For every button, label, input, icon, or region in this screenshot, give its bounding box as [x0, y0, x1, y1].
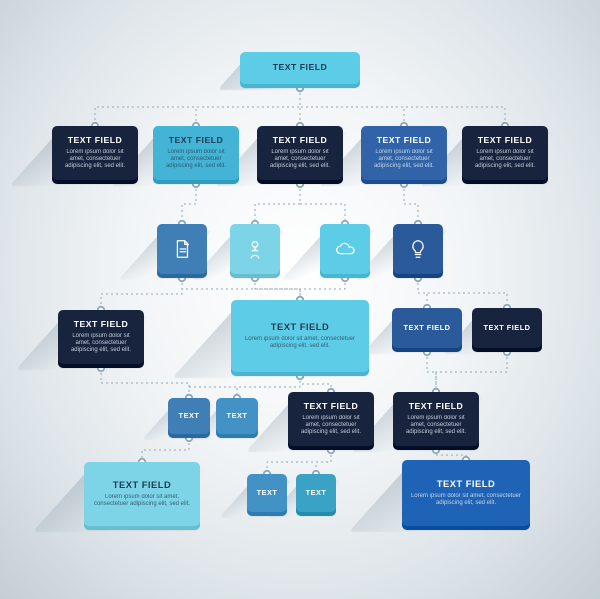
flow-node-icon: [157, 224, 207, 274]
bulb-icon: [399, 228, 437, 270]
node-body: Lorem ipsum dolor sit amet, consectetuer…: [367, 149, 441, 170]
flow-node-icon: [320, 224, 370, 274]
node-title: TEXT FIELD: [404, 324, 451, 332]
node-title: TEXT FIELD: [68, 136, 123, 146]
flow-node: TEXT FIELD Lorem ipsum dolor sit amet, co…: [58, 310, 144, 364]
flow-node: TEXT FIELD: [392, 308, 462, 348]
flow-node: TEXT FIELD Lorem ipsum dolor sit amet, co…: [402, 460, 530, 526]
flow-node: TEXT FIELD: [240, 52, 360, 84]
person-icon: [236, 228, 274, 270]
node-body: Lorem ipsum dolor sit amet, consectetuer…: [90, 494, 194, 508]
node-title: TEXT FIELD: [169, 136, 224, 146]
flow-node-icon: [230, 224, 280, 274]
flow-node: TEXT FIELD Lorem ipsum dolor sit amet, co…: [84, 462, 200, 526]
flow-node: TEXT FIELD Lorem ipsum dolor sit amet, co…: [462, 126, 548, 180]
flow-node: TEXT: [216, 398, 258, 434]
cloud-icon: [326, 228, 364, 270]
node-title: TEXT FIELD: [484, 324, 531, 332]
node-title: TEXT FIELD: [304, 402, 359, 412]
flow-node: TEXT: [168, 398, 210, 434]
flowchart-stage: { "type": "flowchart", "canvas": { "w": …: [0, 0, 600, 599]
node-body: Lorem ipsum dolor sit amet, consectetuer…: [64, 333, 138, 354]
node-title: TEXT: [227, 412, 248, 420]
node-title: TEXT FIELD: [74, 320, 129, 330]
flow-node-icon: [393, 224, 443, 274]
node-body: Lorem ipsum dolor sit amet, consectetuer…: [408, 493, 524, 507]
node-title: TEXT: [306, 489, 327, 497]
node-title: TEXT: [179, 412, 200, 420]
node-title: TEXT FIELD: [273, 63, 328, 73]
flow-node: TEXT FIELD Lorem ipsum dolor sit amet, co…: [52, 126, 138, 180]
node-body: Lorem ipsum dolor sit amet, consectetuer…: [237, 336, 363, 350]
node-body: Lorem ipsum dolor sit amet, consectetuer…: [399, 415, 473, 436]
flow-node: TEXT FIELD Lorem ipsum dolor sit amet, co…: [231, 300, 369, 372]
node-body: Lorem ipsum dolor sit amet, consectetuer…: [294, 415, 368, 436]
node-title: TEXT FIELD: [273, 136, 328, 146]
node-title: TEXT FIELD: [409, 402, 464, 412]
node-title: TEXT FIELD: [437, 479, 495, 489]
flow-node: TEXT FIELD Lorem ipsum dolor sit amet, co…: [288, 392, 374, 446]
flow-node: TEXT FIELD Lorem ipsum dolor sit amet, co…: [257, 126, 343, 180]
flow-node: TEXT FIELD Lorem ipsum dolor sit amet, co…: [361, 126, 447, 180]
node-body: Lorem ipsum dolor sit amet, consectetuer…: [159, 149, 233, 170]
node-body: Lorem ipsum dolor sit amet, consectetuer…: [263, 149, 337, 170]
node-title: TEXT FIELD: [478, 136, 533, 146]
node-title: TEXT FIELD: [271, 322, 329, 332]
node-title: TEXT: [257, 489, 278, 497]
node-title: TEXT FIELD: [377, 136, 432, 146]
flow-node: TEXT FIELD Lorem ipsum dolor sit amet, co…: [393, 392, 479, 446]
flow-node: TEXT FIELD: [472, 308, 542, 348]
node-body: Lorem ipsum dolor sit amet, consectetuer…: [58, 149, 132, 170]
node-title: TEXT FIELD: [113, 480, 171, 490]
flow-node: TEXT FIELD Lorem ipsum dolor sit amet, co…: [153, 126, 239, 180]
flow-node: TEXT: [296, 474, 336, 512]
document-icon: [163, 228, 201, 270]
node-body: Lorem ipsum dolor sit amet, consectetuer…: [468, 149, 542, 170]
flow-node: TEXT: [247, 474, 287, 512]
